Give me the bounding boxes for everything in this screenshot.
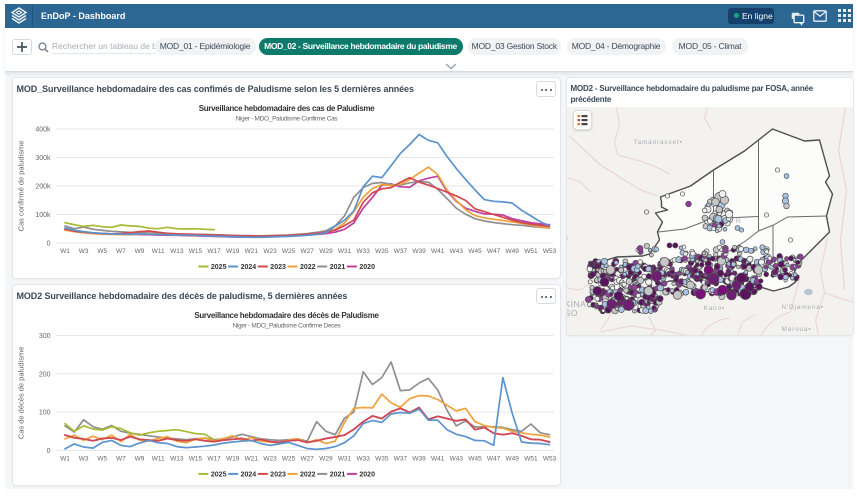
svg-text:Kano▪: Kano▪ — [703, 305, 725, 312]
svg-text:2024: 2024 — [240, 264, 256, 271]
svg-text:W47: W47 — [486, 455, 500, 462]
svg-text:W19: W19 — [226, 455, 240, 462]
svg-text:W31: W31 — [337, 455, 351, 462]
svg-text:W43: W43 — [449, 455, 463, 462]
svg-text:W49: W49 — [505, 248, 519, 255]
svg-text:W27: W27 — [300, 455, 314, 462]
svg-text:200k: 200k — [35, 184, 51, 191]
svg-text:200: 200 — [38, 371, 50, 378]
svg-text:W31: W31 — [337, 248, 351, 255]
svg-text:W1: W1 — [60, 248, 70, 255]
svg-text:W3: W3 — [78, 248, 88, 255]
svg-text:2023: 2023 — [270, 264, 286, 271]
svg-text:W29: W29 — [319, 248, 333, 255]
svg-text:Surveillance hebdomadaire des: Surveillance hebdomadaire des décès de P… — [194, 311, 379, 320]
svg-text:Cas de décès de paludisme: Cas de décès de paludisme — [16, 347, 25, 440]
svg-text:W35: W35 — [375, 248, 389, 255]
svg-text:Cas confirmé de paludisme: Cas confirmé de paludisme — [16, 141, 25, 232]
svg-text:W19: W19 — [226, 248, 240, 255]
svg-text:2021: 2021 — [329, 264, 345, 271]
svg-text:W25: W25 — [281, 455, 295, 462]
svg-text:W15: W15 — [188, 248, 202, 255]
svg-text:KINA: KINA — [566, 299, 586, 309]
svg-text:Niger - MDO_Paludisme Confirme: Niger - MDO_Paludisme Confirme Cas — [235, 116, 338, 123]
svg-text:W5: W5 — [97, 248, 107, 255]
svg-text:W29: W29 — [319, 455, 333, 462]
svg-text:W35: W35 — [375, 455, 389, 462]
svg-text:W25: W25 — [281, 248, 295, 255]
svg-text:W37: W37 — [393, 248, 407, 255]
svg-text:W3: W3 — [78, 455, 88, 462]
svg-text:W51: W51 — [524, 455, 538, 462]
svg-text:2020: 2020 — [359, 264, 375, 271]
svg-text:W53: W53 — [542, 455, 556, 462]
svg-text:W41: W41 — [431, 248, 445, 255]
svg-text:2023: 2023 — [270, 471, 286, 478]
svg-text:0: 0 — [46, 241, 50, 248]
svg-text:W33: W33 — [356, 248, 370, 255]
svg-text:Niger - MDO_Paludisme Confirme: Niger - MDO_Paludisme Confirme Deces — [232, 323, 341, 330]
svg-text:0: 0 — [46, 448, 50, 455]
svg-text:W21: W21 — [244, 455, 258, 462]
svg-text:W9: W9 — [134, 248, 144, 255]
svg-text:W37: W37 — [393, 455, 407, 462]
svg-text:W11: W11 — [151, 248, 164, 255]
svg-text:Tamanrasset▪: Tamanrasset▪ — [633, 139, 682, 146]
svg-text:100: 100 — [38, 410, 50, 417]
svg-text:W23: W23 — [263, 455, 277, 462]
svg-text:W41: W41 — [431, 455, 445, 462]
svg-text:W23: W23 — [263, 248, 277, 255]
svg-text:2020: 2020 — [359, 471, 375, 478]
svg-text:SO: SO — [566, 308, 578, 318]
svg-text:300: 300 — [38, 333, 50, 340]
svg-text:W47: W47 — [486, 248, 500, 255]
svg-text:W17: W17 — [207, 248, 221, 255]
svg-text:W17: W17 — [207, 455, 221, 462]
svg-text:W53: W53 — [542, 248, 556, 255]
svg-text:2025: 2025 — [210, 264, 226, 271]
svg-text:W45: W45 — [468, 455, 482, 462]
svg-text:W15: W15 — [188, 455, 202, 462]
svg-text:W1: W1 — [60, 455, 70, 462]
svg-text:.I: .I — [566, 236, 569, 243]
svg-text:W49: W49 — [505, 455, 519, 462]
svg-text:W9: W9 — [134, 455, 144, 462]
svg-text:2025: 2025 — [210, 471, 226, 478]
svg-text:N'Djamena▪: N'Djamena▪ — [781, 304, 823, 311]
svg-text:W7: W7 — [116, 455, 126, 462]
svg-text:2022: 2022 — [300, 471, 316, 478]
svg-text:Maroua▪: Maroua▪ — [781, 326, 811, 333]
svg-text:W51: W51 — [524, 248, 538, 255]
svg-text:400k: 400k — [35, 127, 51, 134]
svg-text:W11: W11 — [151, 455, 164, 462]
svg-text:W45: W45 — [468, 248, 482, 255]
svg-text:W5: W5 — [97, 455, 107, 462]
svg-text:W21: W21 — [244, 248, 258, 255]
svg-text:2021: 2021 — [329, 471, 345, 478]
svg-text:W13: W13 — [170, 455, 184, 462]
svg-text:W39: W39 — [412, 248, 426, 255]
svg-text:2024: 2024 — [240, 471, 256, 478]
svg-text:Surveillance hebdomadaire des: Surveillance hebdomadaire des cas de Pal… — [198, 104, 374, 113]
svg-text:W39: W39 — [412, 455, 426, 462]
svg-text:2022: 2022 — [300, 264, 316, 271]
svg-text:W7: W7 — [116, 248, 126, 255]
svg-text:300k: 300k — [35, 155, 51, 162]
svg-text:W27: W27 — [300, 248, 314, 255]
svg-text:100k: 100k — [35, 212, 51, 219]
svg-text:W13: W13 — [170, 248, 184, 255]
svg-text:W33: W33 — [356, 455, 370, 462]
svg-text:W43: W43 — [449, 248, 463, 255]
